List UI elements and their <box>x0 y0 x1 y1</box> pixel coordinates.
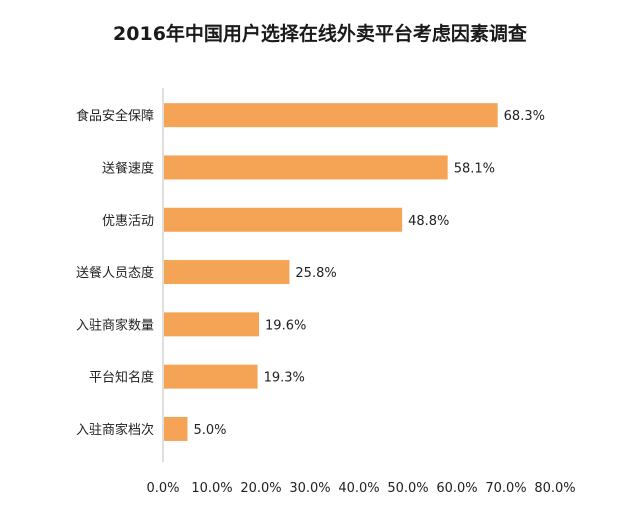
category-label: 平台知名度 <box>89 370 154 386</box>
x-tick-label: 40.0% <box>338 481 379 496</box>
x-tick-label: 10.0% <box>191 481 232 496</box>
x-tick-label: 50.0% <box>387 481 428 496</box>
x-tick-label: 60.0% <box>436 481 477 496</box>
x-axis-ticks: 0.0% 10.0% 20.0% 30.0% 40.0% 50.0% 60.0% 70.0% 8… <box>146 481 575 496</box>
x-tick-label: 30.0% <box>289 481 330 496</box>
bar <box>164 312 260 337</box>
data-label: 19.6% <box>265 318 306 333</box>
data-label: 5.0% <box>194 423 227 438</box>
data-label: 68.3% <box>504 109 545 124</box>
x-tick-label: 0.0% <box>146 481 179 496</box>
bar <box>164 260 290 285</box>
bar <box>164 155 448 180</box>
x-tick-label: 80.0% <box>534 481 575 496</box>
bar <box>164 364 258 389</box>
bar <box>164 416 188 441</box>
bar <box>164 103 498 128</box>
bars-group: 食品安全保障 68.3% 送餐速度 58.1% 优惠活动 48.8% 送餐人员态度 25.8%… <box>76 103 545 441</box>
category-label: 送餐速度 <box>102 160 154 176</box>
data-label: 48.8% <box>408 214 449 229</box>
x-tick-label: 70.0% <box>485 481 526 496</box>
bar <box>164 207 403 232</box>
category-label: 入驻商家档次 <box>76 422 154 438</box>
category-label: 入驻商家数量 <box>76 317 154 333</box>
x-tick-label: 20.0% <box>240 481 281 496</box>
category-label: 食品安全保障 <box>76 108 154 124</box>
category-label: 优惠活动 <box>102 214 154 229</box>
chart-title: 2016年中国用户选择在线外卖平台考虑因素调查 <box>113 22 528 45</box>
data-label: 25.8% <box>295 266 336 281</box>
data-label: 58.1% <box>454 161 495 176</box>
category-label: 送餐人员态度 <box>76 265 154 281</box>
data-label: 19.3% <box>264 371 305 386</box>
